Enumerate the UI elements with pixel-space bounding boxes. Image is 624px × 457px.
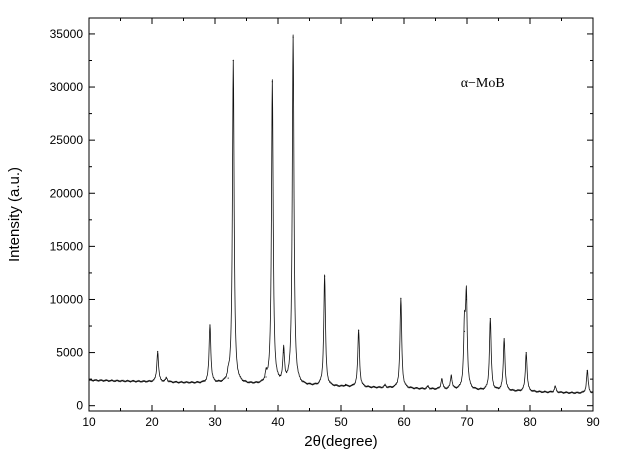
plot-frame	[88, 17, 594, 412]
peak-point-4	[232, 59, 234, 62]
peak-point-20	[503, 338, 505, 340]
peak-point-17	[463, 330, 466, 332]
y-tick-label: 30000	[50, 80, 84, 94]
peak-point-16	[450, 375, 452, 377]
peak-point-6	[271, 81, 273, 83]
peak-point-8	[292, 36, 294, 38]
series-layer	[88, 34, 594, 395]
y-tick-label: 35000	[50, 27, 84, 41]
peak-point-14	[427, 385, 429, 388]
x-axis-title: 2θ(degree)	[304, 433, 377, 450]
peak-point-11	[358, 329, 360, 331]
peak-point-7	[283, 351, 285, 354]
peak-point-5	[265, 376, 267, 378]
peak-point-3	[227, 377, 229, 379]
peak-point-18	[465, 298, 467, 301]
x-tick-label: 40	[271, 415, 285, 429]
x-axis-ticks: 10 20 30 40 50 60 70 80 90	[82, 18, 600, 429]
peak-point-22	[554, 385, 556, 388]
y-axis-ticks: 0 5000 10000 15000 20000 25000 30000 35000	[50, 27, 593, 413]
peak-point-13	[400, 297, 402, 300]
y-tick-label: 25000	[50, 133, 84, 147]
x-tick-label: 50	[334, 415, 348, 429]
y-tick-label: 0	[76, 399, 83, 413]
y-axis-title: Intensity (a.u.)	[6, 167, 23, 262]
peak-point-10	[344, 384, 347, 387]
peak-point-0	[157, 350, 159, 353]
peak-point-19	[489, 317, 491, 320]
x-tick-label: 90	[586, 415, 600, 429]
series-line-0	[88, 34, 594, 395]
peak-point-9	[324, 275, 326, 277]
x-tick-label: 20	[145, 415, 159, 429]
peak-point-2	[209, 324, 211, 326]
y-tick-label: 20000	[50, 186, 84, 200]
peak-point-23	[586, 370, 588, 372]
y-tick-label: 5000	[56, 346, 83, 360]
x-tick-label: 60	[397, 415, 411, 429]
y-tick-label: 10000	[50, 292, 84, 306]
peak-point-21	[525, 351, 527, 354]
y-tick-label: 15000	[50, 239, 84, 253]
x-tick-label: 10	[82, 415, 96, 429]
annotation-label: α−MoB	[461, 76, 505, 91]
x-tick-label: 80	[523, 415, 537, 429]
x-tick-label: 70	[460, 415, 474, 429]
x-tick-label: 30	[208, 415, 222, 429]
plot-border	[88, 17, 594, 412]
peak-point-12	[384, 384, 386, 387]
peak-point-15	[441, 378, 443, 380]
peak-point-1	[165, 377, 168, 379]
